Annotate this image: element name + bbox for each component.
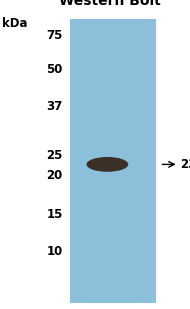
Text: 75: 75 xyxy=(46,29,63,42)
Text: 23kDa: 23kDa xyxy=(180,158,190,171)
Text: Western Bolt: Western Bolt xyxy=(59,0,161,8)
Text: 50: 50 xyxy=(46,63,63,76)
Text: 10: 10 xyxy=(46,245,63,258)
Text: kDa: kDa xyxy=(2,17,27,30)
Text: 15: 15 xyxy=(46,208,63,221)
Text: 25: 25 xyxy=(46,149,63,162)
Text: 37: 37 xyxy=(46,100,63,113)
Text: 20: 20 xyxy=(46,169,63,182)
FancyBboxPatch shape xyxy=(70,19,156,303)
Ellipse shape xyxy=(86,157,128,172)
